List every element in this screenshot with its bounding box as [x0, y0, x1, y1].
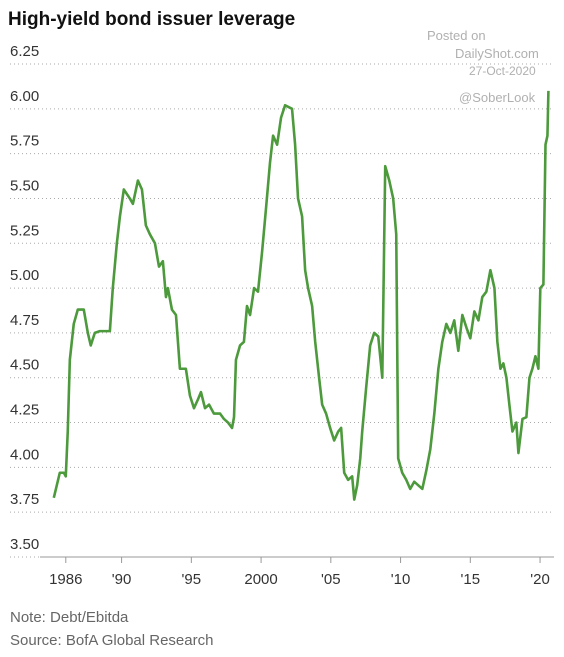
x-tick-label: '90	[112, 571, 132, 588]
watermark: DailyShot.com	[455, 46, 539, 61]
note: Note: Debt/Ebitda	[10, 609, 129, 626]
data-line	[52, 90, 550, 501]
watermark: 27-Oct-2020	[469, 64, 536, 78]
y-tick-label: 3.50	[10, 536, 39, 553]
y-tick-label: 5.50	[10, 177, 39, 194]
y-tick-label: 5.75	[10, 133, 39, 150]
x-tick-label: '20	[530, 571, 550, 588]
x-tick-label: '05	[321, 571, 341, 588]
watermark: Posted on	[427, 28, 486, 43]
y-tick-label: 6.25	[10, 43, 39, 60]
x-tick-label: '15	[461, 571, 481, 588]
y-tick-label: 3.75	[10, 491, 39, 508]
x-tick-label: 1986	[49, 571, 82, 588]
y-tick-label: 4.75	[10, 312, 39, 329]
y-tick-label: 6.00	[10, 88, 39, 105]
x-tick-label: 2000	[244, 571, 277, 588]
watermark: @SoberLook	[459, 90, 536, 105]
y-tick-label: 5.00	[10, 267, 39, 284]
chart-title: High-yield bond issuer leverage	[8, 9, 295, 30]
y-tick-label: 4.25	[10, 402, 39, 419]
x-tick-label: '95	[182, 571, 202, 588]
y-tick-label: 4.00	[10, 446, 39, 463]
source: Source: BofA Global Research	[10, 632, 213, 649]
y-tick-label: 4.50	[10, 357, 39, 374]
y-tick-label: 5.25	[10, 222, 39, 239]
x-tick-label: '10	[391, 571, 411, 588]
